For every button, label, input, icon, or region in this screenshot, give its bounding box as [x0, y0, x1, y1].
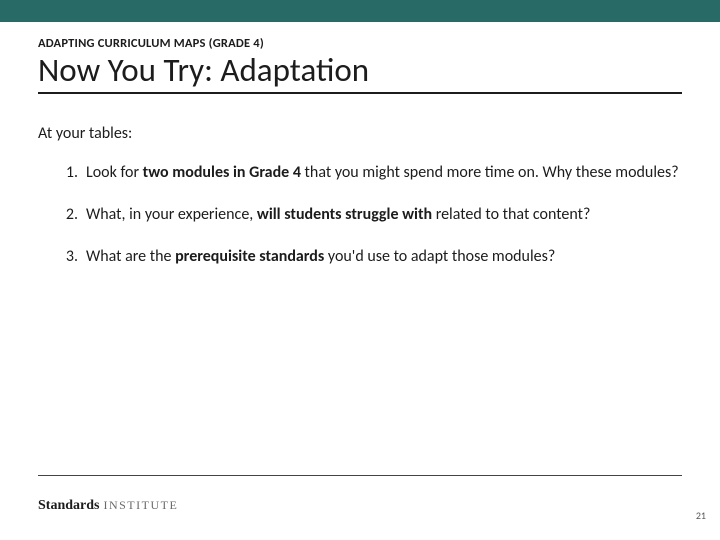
top-accent-bar — [0, 0, 720, 22]
slide-title: Now You Try: Adaptation — [38, 53, 682, 88]
content-area: ADAPTING CURRICULUM MAPS (GRADE 4) Now Y… — [0, 36, 720, 267]
intro-text: At your tables: — [38, 124, 682, 143]
list-text-bold: will students struggle with — [257, 205, 432, 224]
footer-rule — [38, 475, 682, 476]
list-text-pre: What, in your experience, — [86, 205, 257, 224]
list-text-post: you'd use to adapt those modules? — [324, 247, 555, 266]
list-text-post: related to that content? — [432, 205, 590, 224]
list-item: Look for two modules in Grade 4 that you… — [64, 163, 682, 183]
numbered-list: Look for two modules in Grade 4 that you… — [38, 163, 682, 267]
page-number: 21 — [696, 509, 706, 522]
logo-light-text: INSTITUTE — [103, 498, 178, 513]
list-text-bold: prerequisite standards — [175, 247, 324, 266]
list-text-bold: two modules in Grade 4 — [143, 163, 301, 182]
list-text-pre: Look for — [86, 163, 143, 182]
list-text-post: that you might spend more time on. Why t… — [301, 163, 679, 182]
eyebrow-text: ADAPTING CURRICULUM MAPS (GRADE 4) — [38, 36, 682, 51]
list-text-pre: What are the — [86, 247, 175, 266]
slide: ADAPTING CURRICULUM MAPS (GRADE 4) Now Y… — [0, 0, 720, 540]
footer-logo: Standards INSTITUTE — [38, 498, 178, 514]
list-item: What are the prerequisite standards you'… — [64, 247, 682, 267]
logo-strong-text: Standards — [38, 498, 99, 514]
title-underline — [38, 92, 682, 94]
list-item: What, in your experience, will students … — [64, 205, 682, 225]
